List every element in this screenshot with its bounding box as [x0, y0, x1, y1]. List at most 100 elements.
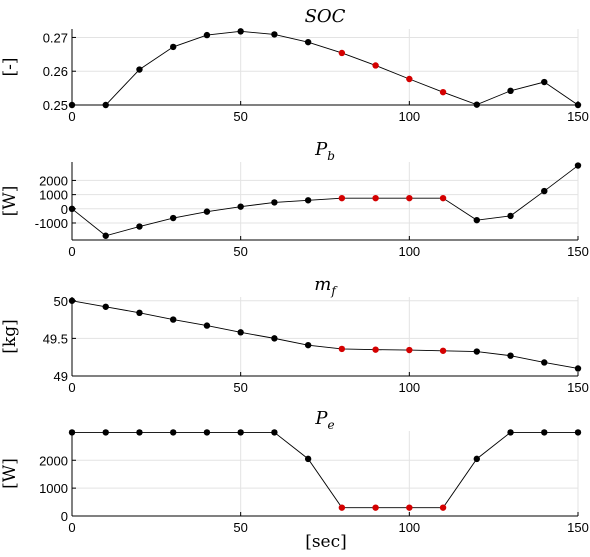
data-point	[574, 101, 582, 109]
x-tick-label: 100	[398, 244, 420, 259]
data-point	[136, 429, 143, 436]
chart-title-subscript: b	[327, 149, 335, 163]
data-point	[372, 504, 379, 511]
series-line	[71, 165, 579, 237]
data-point	[507, 87, 514, 95]
data-point	[473, 101, 480, 108]
data-point	[237, 429, 244, 436]
data-point	[372, 194, 379, 202]
y-tick-label: 2000	[39, 453, 68, 468]
data-point	[439, 194, 447, 202]
data-point	[203, 31, 211, 39]
data-point	[406, 75, 413, 83]
series-line	[72, 30, 579, 106]
data-point	[203, 429, 211, 436]
chart-title-main: P	[314, 139, 328, 160]
chart-title-main: P	[314, 408, 328, 429]
x-tick-label: 150	[567, 380, 589, 395]
data-point	[406, 504, 413, 511]
data-point	[406, 346, 413, 354]
data-point	[68, 429, 76, 436]
chart-title-main: m	[314, 274, 331, 295]
series-line	[71, 300, 579, 369]
x-tick-label: 0	[68, 380, 75, 395]
data-point	[473, 348, 480, 355]
data-point	[473, 216, 480, 224]
y-tick-label: 1000	[39, 188, 68, 203]
data-point	[338, 49, 346, 57]
data-point	[304, 38, 312, 46]
chart-panel-4: 0 50 100 150 0 1000 2000 [W] Pe	[0, 408, 589, 535]
data-point	[271, 335, 278, 342]
data-point	[406, 194, 413, 202]
data-point	[136, 309, 143, 316]
data-point	[102, 101, 109, 109]
data-point	[102, 232, 109, 239]
x-tick-label: 0	[68, 109, 75, 124]
data-point	[574, 162, 582, 169]
x-tick-label: 50	[233, 109, 247, 124]
data-point	[541, 78, 548, 86]
chart-title: Pb	[314, 139, 335, 163]
y-tick-label: 0.26	[43, 64, 68, 79]
y-tick-label: 0.27	[43, 30, 68, 45]
data-point	[439, 504, 447, 511]
data-point	[439, 347, 447, 354]
data-point	[507, 429, 514, 436]
y-tick-label: 49	[54, 369, 68, 384]
data-point	[68, 205, 76, 212]
data-point	[338, 504, 346, 511]
y-tick-label: 0.25	[43, 98, 68, 113]
chart-title: mf	[314, 274, 338, 298]
x-tick-label: 50	[233, 520, 247, 535]
data-point	[304, 341, 312, 349]
data-point	[237, 28, 244, 35]
chart-title-main: SOC	[305, 6, 346, 27]
chart-title-subscript: f	[330, 284, 338, 298]
x-tick-label: 150	[567, 520, 589, 535]
data-point	[372, 62, 379, 69]
data-point	[136, 223, 143, 230]
data-point	[473, 455, 480, 463]
y-tick-label: 50	[54, 294, 68, 309]
data-point	[271, 31, 278, 38]
data-point	[541, 429, 548, 436]
y-axis-label: [W]	[0, 458, 20, 489]
data-point	[170, 43, 177, 51]
data-point	[170, 429, 177, 436]
x-tick-label: 50	[233, 244, 247, 259]
data-point	[170, 214, 177, 222]
x-axis-label: [sec]	[305, 532, 347, 552]
data-point	[304, 455, 312, 463]
x-tick-label: 100	[398, 520, 420, 535]
data-point	[574, 365, 582, 372]
x-tick-label: 50	[233, 380, 247, 395]
y-axis-label: [kg]	[0, 319, 20, 353]
data-point	[102, 303, 109, 310]
data-point	[372, 346, 379, 353]
x-tick-label: 0	[68, 244, 75, 259]
data-point	[237, 203, 244, 210]
data-point	[338, 345, 346, 353]
x-tick-label: 100	[398, 380, 420, 395]
data-point	[338, 194, 346, 202]
data-point	[203, 322, 211, 329]
data-point	[203, 208, 211, 215]
data-point	[541, 359, 548, 366]
data-point	[271, 429, 278, 436]
data-point	[136, 66, 143, 73]
series-line	[72, 431, 578, 509]
chart-panel-1: 0 50 100 150 0.25 0.26 0.27 [-] SOC	[0, 6, 589, 124]
y-tick-label: 2000	[39, 173, 68, 188]
data-point	[271, 199, 278, 206]
chart-title: SOC	[305, 6, 346, 27]
y-tick-label: 0	[61, 202, 68, 217]
data-point	[68, 101, 76, 109]
chart-title-subscript: e	[328, 418, 335, 432]
y-tick-label: 0	[61, 509, 68, 524]
x-tick-label: 100	[398, 109, 420, 124]
data-point	[304, 197, 312, 204]
x-tick-label: 150	[567, 109, 589, 124]
y-axis-label: [-]	[0, 57, 20, 76]
